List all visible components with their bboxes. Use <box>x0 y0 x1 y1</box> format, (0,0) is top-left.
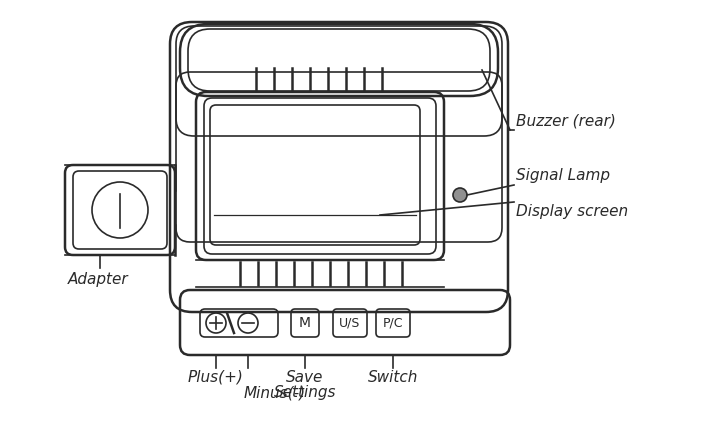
Text: Adapter: Adapter <box>68 272 129 287</box>
Text: Display screen: Display screen <box>516 204 628 219</box>
Text: Settings: Settings <box>274 385 337 400</box>
Text: Buzzer (rear): Buzzer (rear) <box>516 113 616 128</box>
Text: Plus(+): Plus(+) <box>188 370 244 385</box>
Text: U/S: U/S <box>339 316 361 330</box>
Text: Signal Lamp: Signal Lamp <box>516 168 610 183</box>
Text: Switch: Switch <box>368 370 418 385</box>
Text: Minus(-): Minus(-) <box>244 385 306 400</box>
Text: M: M <box>299 316 311 330</box>
Text: P/C: P/C <box>383 316 403 330</box>
Circle shape <box>453 188 467 202</box>
Text: Save: Save <box>286 370 324 385</box>
